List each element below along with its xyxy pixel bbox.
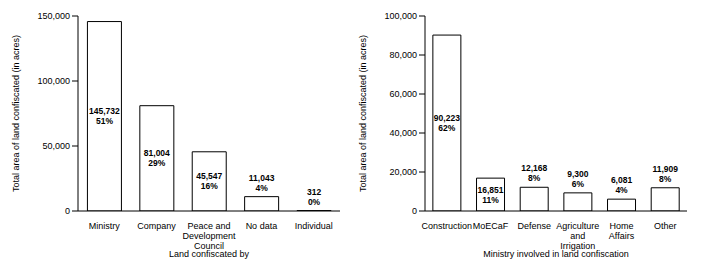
svg-text:Individual: Individual [295,221,333,231]
svg-text:11,9098%: 11,9098% [652,164,678,184]
svg-text:45,54716%: 45,54716% [196,171,222,191]
svg-text:11,0434%: 11,0434% [249,173,275,193]
svg-text:Company: Company [137,221,176,231]
svg-text:12,1688%: 12,1688% [521,163,547,183]
svg-text:Ministry: Ministry [89,221,120,231]
svg-text:100,000: 100,000 [384,11,417,21]
svg-text:Total area of land confiscated: Total area of land confiscated (in acres… [358,35,368,192]
svg-text:No data: No data [246,221,278,231]
svg-text:Construction: Construction [422,221,473,231]
svg-text:AgricultureandIrrigation: AgricultureandIrrigation [556,221,599,251]
svg-text:MoECaF: MoECaF [473,221,509,231]
svg-text:3120%: 3120% [307,187,321,207]
svg-text:Other: Other [654,221,677,231]
svg-text:0: 0 [412,206,417,216]
svg-text:50,000: 50,000 [42,141,70,151]
svg-text:0: 0 [65,206,70,216]
svg-text:16,85111%: 16,85111% [478,185,504,205]
svg-text:60,000: 60,000 [389,89,417,99]
svg-text:145,73251%: 145,73251% [89,106,120,126]
svg-text:6,0814%: 6,0814% [611,175,633,195]
svg-text:90,22362%: 90,22362% [434,113,460,133]
svg-text:Land confiscated by: Land confiscated by [169,249,250,259]
svg-text:81,00429%: 81,00429% [144,148,170,168]
svg-text:HomeAffairs: HomeAffairs [609,221,635,241]
svg-text:Peace andDevelopmentCouncil: Peace andDevelopmentCouncil [182,221,236,251]
svg-text:150,000: 150,000 [37,11,70,21]
svg-text:9,3006%: 9,3006% [567,169,589,189]
svg-text:80,000: 80,000 [389,50,417,60]
svg-text:100,000: 100,000 [37,76,70,86]
svg-text:Ministry involved in land conf: Ministry involved in land confiscation [483,249,629,259]
svg-text:Total area of land confiscated: Total area of land confiscated (in acres… [11,35,21,192]
svg-text:20,000: 20,000 [389,167,417,177]
svg-text:Defense: Defense [517,221,551,231]
svg-text:40,000: 40,000 [389,128,417,138]
